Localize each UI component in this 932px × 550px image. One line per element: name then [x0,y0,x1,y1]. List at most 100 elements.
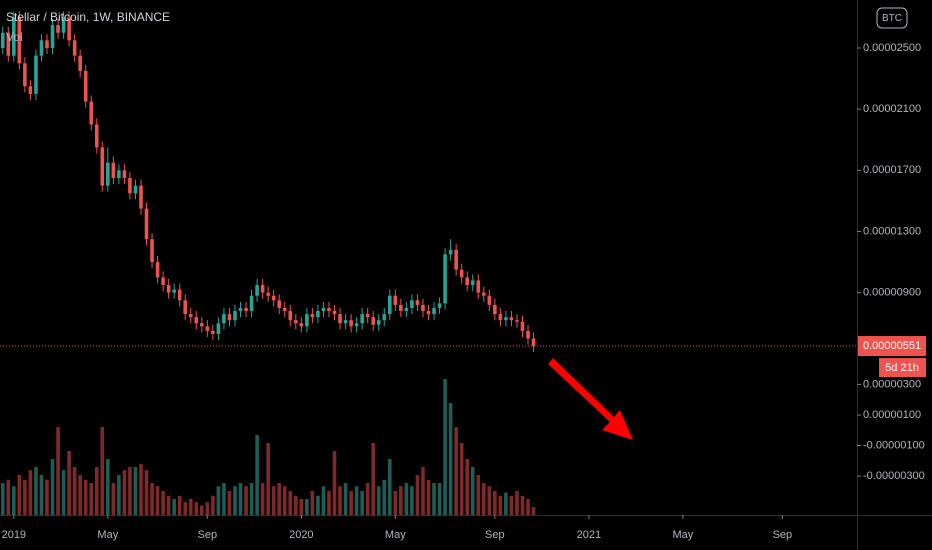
volume-bar [515,491,519,515]
y-tick-label: 0.00000900 [863,287,921,299]
candle-body [188,314,193,318]
candle-body [332,311,337,315]
candle-body [399,304,403,312]
volume-bar [310,491,315,515]
candle-body [365,314,370,318]
volume-bar [526,499,530,515]
x-tick-label: May [672,529,693,541]
last-price-label: 0.00000551 [863,340,921,352]
y-tick-label: 0.00002500 [863,42,921,54]
candle-body [50,25,55,49]
candle-body [498,314,503,321]
candle-body [376,320,381,325]
candle-body [288,311,293,321]
candle-body [277,300,282,308]
x-tick-label: Sep [485,529,505,541]
candle-body [299,323,304,327]
volume-bar [233,486,237,515]
candle-body [200,323,204,327]
candle-body [56,25,60,33]
volume-bar [128,467,132,515]
volume-bar [139,463,143,515]
volume-bar [78,475,82,515]
volume-bar [360,491,364,515]
volume-bar [487,486,492,515]
candle-body [205,326,210,331]
volume-bar [72,467,77,515]
volume-bar [227,491,232,515]
y-tick-label: 0.00000100 [863,409,921,421]
candle-body [28,86,33,94]
volume-bar [39,475,44,515]
candle-body [216,323,221,334]
volume-bar [288,491,293,515]
candle-body [432,307,436,315]
candle-body [349,320,353,327]
volume-bar [481,483,486,515]
volume-bar [498,495,503,515]
volume-bar [421,467,425,515]
candle-body [238,307,243,312]
candle-body [454,249,458,270]
chart-title: Stellar / Bitcoin, 1W, BINANCE [6,10,170,24]
annotation-arrow [548,358,633,440]
candle-body [150,239,154,263]
volume-bar [509,495,514,515]
candle-body [72,40,77,56]
volume-bar [321,486,326,515]
candle-body [45,40,49,49]
candle-body [78,55,82,71]
candle-body [133,185,138,194]
candle-body [515,320,519,322]
currency-label[interactable]: BTC [882,13,902,24]
y-tick-label: -0.00000100 [863,439,925,451]
volume-bar [100,427,105,515]
volume-bar [415,475,420,515]
candle-body [172,289,176,293]
volume-bar [144,470,149,515]
candle-body [39,40,44,56]
candle-body [531,338,536,347]
candle-body [128,177,132,194]
candle-body [183,300,188,315]
candle-body [426,311,431,315]
x-tick-label: 2021 [577,529,601,541]
volume-bar [67,451,71,515]
volume-bar [23,479,27,515]
candle-body [465,277,470,286]
candle-body [294,320,298,324]
volume-bar [332,451,337,515]
candle-body [194,317,199,324]
candle-body [161,277,165,286]
candle-body [310,314,315,318]
volume-bar [56,427,60,515]
candle-body [371,317,376,325]
candle-body [271,295,276,301]
currency-button[interactable] [876,7,908,29]
candle-body [89,101,94,125]
volume-bar [50,459,55,515]
volume-bar [299,499,304,515]
countdown-label: 5d 21h [885,362,919,374]
candle-body [443,254,447,304]
candle-body [338,314,342,324]
volume-bar [216,486,221,515]
volume-bar [426,479,431,515]
volume-bar [459,443,464,515]
volume-bar [205,502,210,515]
volume-bar [222,483,226,515]
candle-body [321,307,326,312]
y-tick-label: 0.00001300 [863,225,921,237]
volume-bar [476,475,481,515]
candle-body [459,269,464,278]
candle-body [470,280,475,286]
x-tick-label: Sep [198,529,218,541]
candle-body [316,311,320,318]
candle-body [504,317,508,321]
volume-bar [161,491,165,515]
volume-bar [94,467,99,515]
volume-bar [354,486,359,515]
volume-bar [470,467,475,515]
